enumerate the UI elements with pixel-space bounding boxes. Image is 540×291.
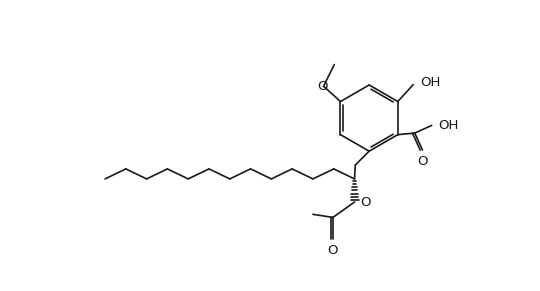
Text: OH: OH [438,119,459,132]
Text: OH: OH [420,76,441,89]
Text: O: O [328,244,338,257]
Text: O: O [318,80,328,93]
Text: O: O [361,196,371,209]
Text: O: O [417,155,428,168]
